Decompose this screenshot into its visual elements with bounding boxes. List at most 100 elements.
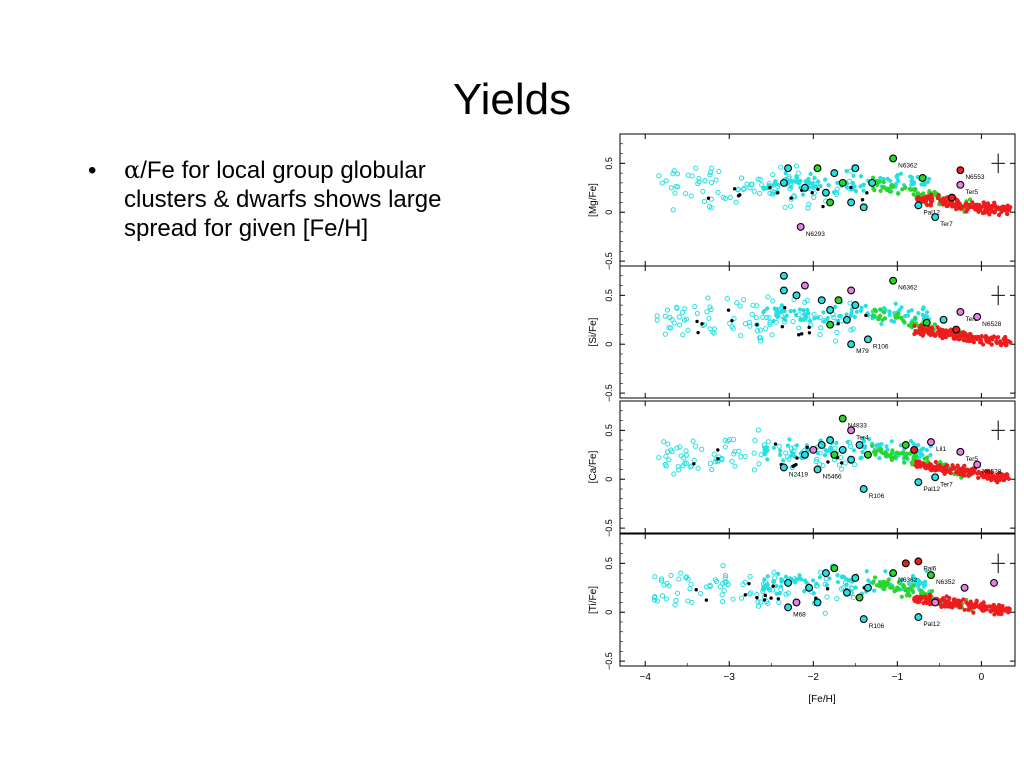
halo-star bbox=[795, 175, 800, 181]
dwarf-star bbox=[694, 588, 698, 592]
thick-disk-star bbox=[911, 457, 916, 462]
dwarf-star bbox=[789, 196, 793, 200]
halo-star bbox=[801, 308, 806, 313]
y-axis-label: [Si/Fe] bbox=[588, 317, 599, 346]
halo-star bbox=[911, 181, 917, 186]
halo-star bbox=[770, 171, 776, 178]
halo-star bbox=[792, 308, 797, 313]
halo-star bbox=[730, 596, 736, 602]
thick-disk-star bbox=[886, 581, 891, 586]
halo-star bbox=[732, 463, 738, 469]
labeled-cluster-point bbox=[784, 603, 793, 612]
halo-star bbox=[672, 602, 678, 608]
halo-star bbox=[861, 439, 867, 444]
cluster-point bbox=[922, 318, 931, 327]
labeled-cluster-point bbox=[863, 335, 872, 344]
halo-star bbox=[804, 314, 809, 320]
cluster-point bbox=[851, 164, 860, 173]
halo-star bbox=[683, 448, 689, 454]
thin-disk-star bbox=[920, 324, 925, 329]
x-tick-label: 0 bbox=[979, 672, 985, 683]
halo-star bbox=[656, 455, 662, 461]
y-tick-label: 0 bbox=[604, 477, 614, 482]
thick-disk-star bbox=[883, 453, 888, 458]
thin-disk-star bbox=[935, 325, 940, 330]
halo-star bbox=[925, 179, 930, 185]
cluster-point bbox=[910, 445, 919, 454]
thin-disk-star bbox=[992, 200, 997, 205]
thin-disk-star bbox=[963, 203, 969, 208]
halo-star bbox=[670, 170, 676, 177]
halo-star bbox=[758, 599, 764, 605]
dwarf-star bbox=[732, 187, 737, 191]
dwarf-star bbox=[692, 462, 696, 466]
thin-disk-star bbox=[923, 594, 928, 599]
halo-star bbox=[793, 312, 799, 318]
x-tick-label: −1 bbox=[892, 672, 904, 683]
cluster-point bbox=[948, 193, 956, 202]
cluster-point bbox=[792, 291, 801, 300]
halo-star bbox=[707, 172, 713, 178]
halo-star bbox=[747, 591, 753, 597]
halo-star bbox=[781, 458, 786, 463]
thick-disk-star bbox=[915, 191, 921, 196]
halo-star bbox=[834, 186, 840, 192]
cluster-point bbox=[855, 441, 864, 449]
halo-star bbox=[811, 591, 816, 596]
halo-star bbox=[900, 577, 905, 582]
halo-star bbox=[757, 327, 764, 333]
cluster-point bbox=[779, 178, 788, 187]
halo-star bbox=[740, 186, 746, 192]
thin-disk-star bbox=[933, 459, 938, 465]
halo-star bbox=[924, 447, 929, 453]
halo-star bbox=[670, 207, 676, 213]
halo-star bbox=[850, 594, 857, 600]
halo-star bbox=[663, 596, 669, 602]
cluster-label: N6553 bbox=[965, 174, 985, 181]
labeled-cluster-point bbox=[796, 222, 805, 231]
cluster-point bbox=[817, 441, 826, 449]
thick-disk-star bbox=[911, 589, 916, 594]
halo-star bbox=[822, 319, 827, 324]
thin-disk-star bbox=[995, 480, 1000, 485]
cluster-point bbox=[826, 436, 835, 445]
halo-star bbox=[822, 453, 828, 458]
dwarf-star bbox=[782, 305, 787, 310]
thin-disk-star bbox=[979, 605, 984, 611]
halo-star bbox=[866, 313, 871, 318]
halo-star bbox=[908, 438, 914, 444]
halo-star bbox=[751, 188, 757, 194]
thin-disk-star bbox=[1007, 608, 1012, 613]
labeled-cluster-point bbox=[889, 154, 898, 163]
panels-layer: −0.500.5[Mg/Fe]N6362N6553Ter5Pal12Ter7N6… bbox=[588, 133, 1016, 670]
labeled-cluster-point bbox=[847, 340, 856, 349]
halo-star bbox=[696, 175, 702, 182]
labeled-cluster-point bbox=[914, 478, 923, 487]
halo-star bbox=[741, 297, 747, 303]
thick-disk-star bbox=[891, 184, 896, 189]
halo-star bbox=[707, 460, 713, 467]
halo-star bbox=[665, 441, 671, 447]
halo-star bbox=[925, 310, 930, 315]
thin-disk-star bbox=[959, 333, 964, 338]
cluster-label: N6293 bbox=[806, 231, 826, 238]
thin-disk-star bbox=[964, 600, 969, 605]
thin-disk-star bbox=[971, 603, 976, 608]
panel-frame bbox=[619, 265, 1016, 399]
halo-star bbox=[833, 191, 840, 197]
halo-star bbox=[893, 301, 898, 306]
y-tick-label: 0.5 bbox=[604, 424, 614, 437]
dwarf-star bbox=[747, 581, 751, 586]
y-tick-label: −0.5 bbox=[604, 384, 614, 402]
thin-disk-star bbox=[996, 340, 1001, 345]
thin-disk-star bbox=[986, 204, 991, 209]
halo-star bbox=[796, 325, 802, 331]
halo-star bbox=[832, 445, 838, 451]
halo-star bbox=[682, 306, 688, 312]
halo-star bbox=[848, 443, 854, 450]
cluster-point bbox=[826, 320, 835, 329]
cluster-label: Pal12 bbox=[923, 621, 940, 628]
thin-disk-star bbox=[990, 604, 996, 609]
halo-star bbox=[818, 184, 823, 189]
halo-star bbox=[905, 313, 910, 318]
